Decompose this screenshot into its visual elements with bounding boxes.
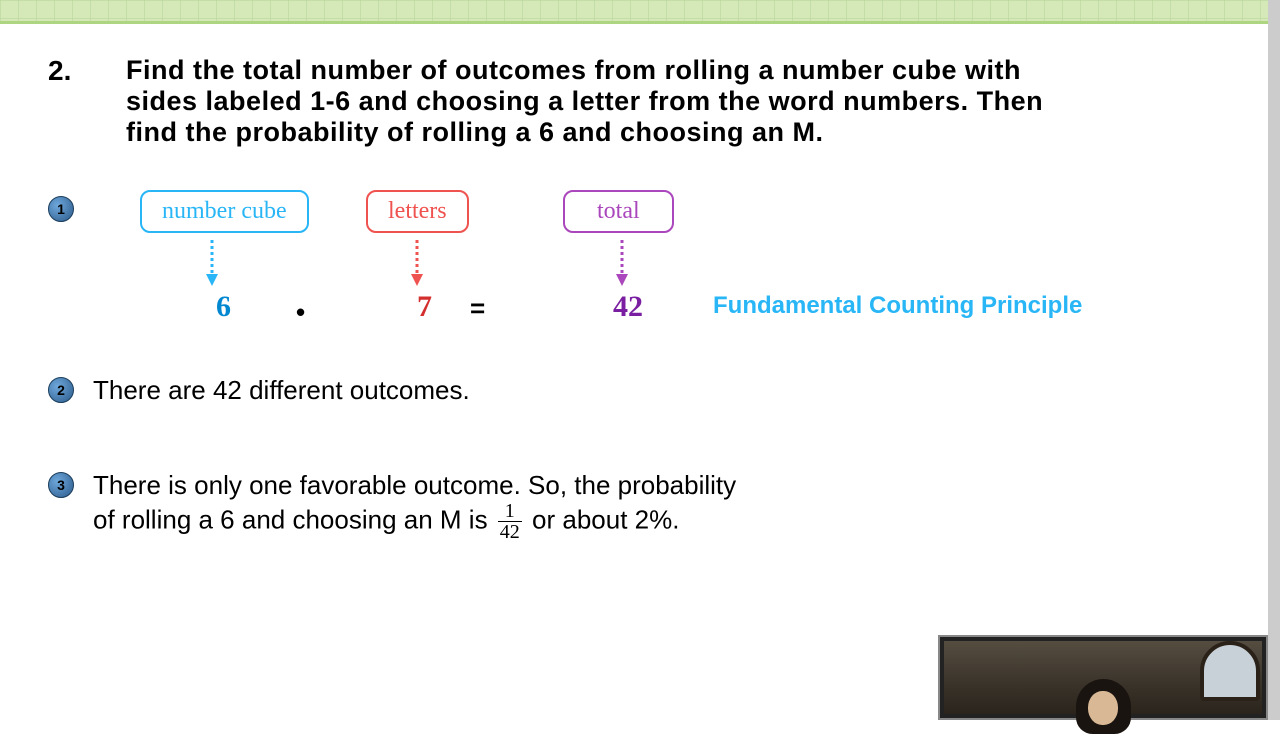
question-text: Find the total number of outcomes from r…: [126, 55, 1240, 148]
arrow-purple: [621, 240, 623, 280]
step-3: 3 There is only one favorable outcome. S…: [48, 470, 736, 542]
fraction-denominator: 42: [498, 522, 522, 542]
step3-prefix: of rolling a 6 and choosing an M is: [93, 505, 495, 535]
arrow-cyan: [211, 240, 213, 280]
step2-text: There are 42 different outcomes.: [93, 375, 470, 406]
step-2: 2 There are 42 different outcomes.: [48, 375, 470, 406]
step3-suffix: or about 2%.: [532, 505, 679, 535]
step3-text: There is only one favorable outcome. So,…: [93, 470, 736, 542]
top-grid-border: [0, 0, 1270, 24]
value-total: 42: [613, 290, 643, 324]
step-bullet-1: 1: [48, 196, 74, 222]
box-letters: letters: [366, 190, 469, 233]
box-number-cube: number cube: [140, 190, 309, 233]
problem-number: 2.: [48, 55, 71, 87]
step-bullet-2: 2: [48, 377, 74, 403]
operator-multiply: •: [296, 297, 305, 328]
principle-label: Fundamental Counting Principle: [713, 292, 1082, 320]
box-total: total: [563, 190, 674, 233]
step3-line1: There is only one favorable outcome. So,…: [93, 470, 736, 500]
operator-equals: =: [470, 293, 485, 324]
step-bullet-3: 3: [48, 472, 74, 498]
arrow-red: [416, 240, 418, 280]
slide-content: 2. Find the total number of outcomes fro…: [48, 55, 1240, 148]
value-letters: 7: [417, 290, 432, 324]
fraction-numerator: 1: [498, 501, 522, 522]
probability-fraction: 1 42: [498, 501, 522, 542]
value-cube: 6: [216, 290, 231, 324]
presenter-webcam: [938, 635, 1268, 720]
right-shadow: [1268, 0, 1280, 720]
